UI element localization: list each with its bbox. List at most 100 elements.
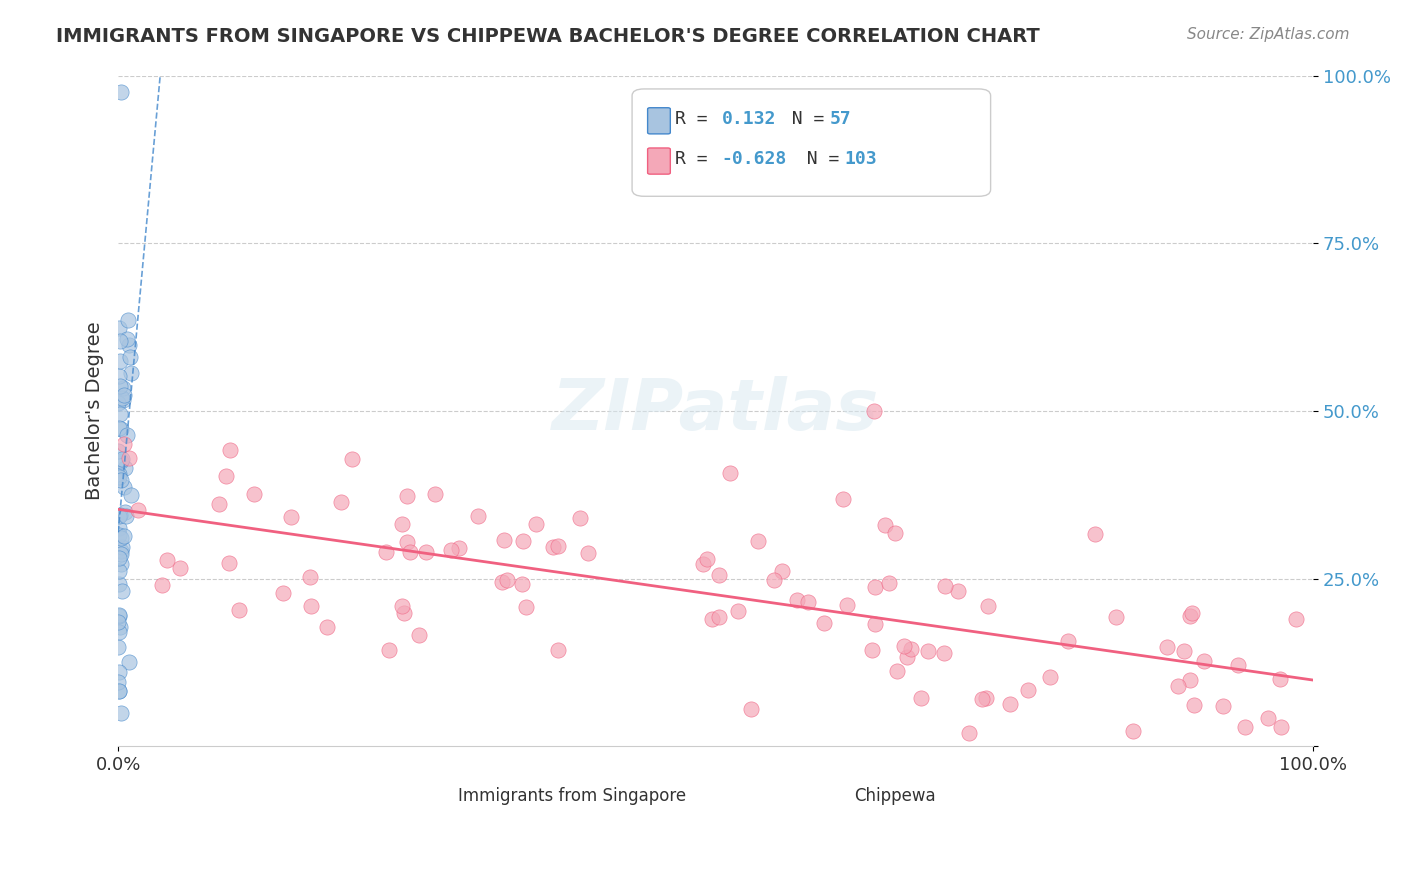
Point <box>150 577 173 591</box>
Point <box>110 454 132 468</box>
Point <box>117 428 139 442</box>
Text: N =: N = <box>785 151 851 169</box>
Point <box>863 404 886 418</box>
Point <box>107 443 129 458</box>
Point <box>108 521 131 535</box>
Point <box>110 354 132 368</box>
Point <box>271 585 294 599</box>
Point <box>1181 606 1204 620</box>
Point <box>832 492 855 507</box>
Point <box>110 407 132 421</box>
Point <box>110 474 132 488</box>
Point <box>813 616 835 631</box>
Text: 0.132: 0.132 <box>721 110 776 128</box>
Point <box>496 573 519 587</box>
Point <box>440 543 463 558</box>
Point <box>112 387 135 401</box>
Point <box>396 535 419 549</box>
Point <box>120 488 142 502</box>
Point <box>107 640 129 655</box>
Point <box>110 422 132 436</box>
Point <box>718 467 741 481</box>
Point <box>1257 711 1279 725</box>
Text: ZIPatlas: ZIPatlas <box>553 376 879 445</box>
Point <box>875 517 897 532</box>
Point <box>110 706 132 720</box>
Point <box>770 564 793 578</box>
Point <box>977 599 1000 614</box>
Point <box>108 564 131 578</box>
Point <box>218 556 240 570</box>
FancyBboxPatch shape <box>633 89 991 196</box>
Point <box>111 393 134 408</box>
Point <box>1212 698 1234 713</box>
Point <box>512 534 534 549</box>
Point <box>112 529 135 543</box>
Point <box>110 379 132 393</box>
Point <box>740 702 762 716</box>
Point <box>115 509 138 524</box>
Point <box>156 553 179 567</box>
Text: 103: 103 <box>845 151 877 169</box>
Point <box>447 541 470 555</box>
Point <box>524 516 547 531</box>
Point <box>108 684 131 698</box>
Point <box>1167 679 1189 693</box>
Point <box>862 642 884 657</box>
Text: Chippewa: Chippewa <box>855 787 936 805</box>
Text: Immigrants from Singapore: Immigrants from Singapore <box>458 787 686 805</box>
Point <box>917 644 939 658</box>
Point <box>1084 526 1107 541</box>
Point <box>494 533 516 547</box>
Point <box>541 540 564 554</box>
Point <box>110 85 132 99</box>
Point <box>883 525 905 540</box>
Point <box>396 489 419 503</box>
Point <box>111 381 134 395</box>
Point <box>974 690 997 705</box>
Point <box>702 612 724 626</box>
Point <box>1122 723 1144 738</box>
Point <box>1180 673 1202 687</box>
Point <box>118 338 141 352</box>
Point <box>886 664 908 678</box>
FancyBboxPatch shape <box>648 108 671 134</box>
Point <box>1057 634 1080 648</box>
Point <box>107 608 129 623</box>
Point <box>893 639 915 653</box>
Point <box>340 452 363 467</box>
Point <box>110 391 132 405</box>
Point <box>408 628 430 642</box>
Point <box>219 442 242 457</box>
Text: IMMIGRANTS FROM SINGAPORE VS CHIPPEWA BACHELOR'S DEGREE CORRELATION CHART: IMMIGRANTS FROM SINGAPORE VS CHIPPEWA BA… <box>56 27 1040 45</box>
Point <box>108 625 131 640</box>
Point <box>110 547 132 561</box>
Point <box>108 508 131 522</box>
Point <box>107 551 129 566</box>
Point <box>696 551 718 566</box>
Point <box>877 576 900 591</box>
Point <box>118 655 141 669</box>
Point <box>747 533 769 548</box>
Point <box>107 665 129 679</box>
Point <box>118 450 141 465</box>
Point <box>398 545 420 559</box>
Point <box>299 569 322 583</box>
Point <box>127 503 149 517</box>
Point <box>467 509 489 524</box>
Point <box>1105 609 1128 624</box>
Point <box>110 531 132 545</box>
Point <box>108 321 131 335</box>
Point <box>120 350 142 364</box>
Point <box>1000 697 1022 711</box>
Point <box>547 643 569 657</box>
Point <box>1285 612 1308 626</box>
Point <box>423 486 446 500</box>
Point <box>112 480 135 494</box>
Point <box>1226 658 1249 673</box>
Point <box>110 544 132 558</box>
Point <box>107 467 129 481</box>
Point <box>1180 609 1202 624</box>
Point <box>208 497 231 511</box>
Point <box>280 509 302 524</box>
